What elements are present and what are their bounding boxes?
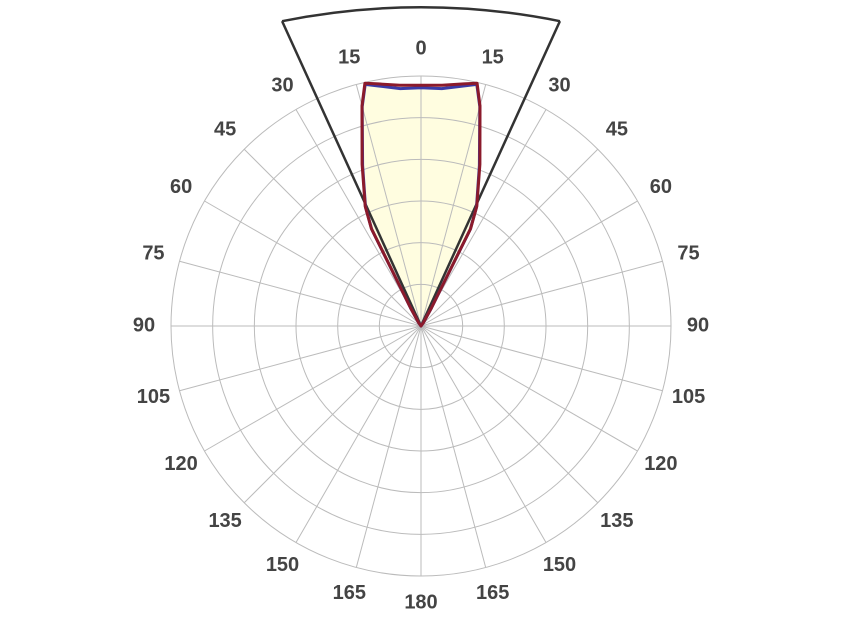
grid-spoke [204,325,422,452]
angle-label: 150 [266,554,299,576]
angle-label: 105 [672,386,705,408]
angle-label: 60 [650,176,672,198]
grid-spoke [355,325,422,568]
grid-spoke [420,325,599,504]
angle-label: 0 [415,37,426,59]
angle-label: 30 [271,74,293,96]
angle-label: 165 [333,582,366,604]
beam-arc [281,6,561,23]
angle-label: 135 [208,510,241,532]
angle-label: 120 [164,453,197,475]
angle-label: 180 [404,591,437,613]
series-line [360,81,482,328]
angle-label: 150 [543,554,576,576]
angle-label: 105 [137,386,170,408]
grid-spoke [420,200,638,327]
grid-spoke [420,325,663,392]
grid-spoke [204,200,422,327]
angle-label: 75 [142,243,164,265]
grid-spoke [295,325,422,543]
grid-spoke [420,325,547,543]
angle-label: 135 [600,510,633,532]
angle-label: 120 [644,453,677,475]
angle-label: 90 [687,314,709,336]
angle-label: 15 [482,47,504,69]
beam-line [419,20,562,327]
grid-spoke [243,148,422,327]
angle-label: 165 [476,582,509,604]
angle-label: 75 [677,243,699,265]
grid-spoke [243,325,422,504]
angle-label: 30 [548,74,570,96]
angle-label: 45 [214,118,236,140]
beam-line [280,20,423,327]
grid-spoke [420,325,638,452]
grid-spoke [179,325,422,392]
angle-label: 15 [338,47,360,69]
grid-spoke [355,84,422,327]
grid-spoke [420,84,487,327]
grid-spoke [420,325,487,568]
angle-label: 60 [170,176,192,198]
grid-spoke [420,148,599,327]
grid-spoke [420,260,663,327]
grid-spoke [179,260,422,327]
angle-label: 90 [133,314,155,336]
angle-label: 45 [606,118,628,140]
